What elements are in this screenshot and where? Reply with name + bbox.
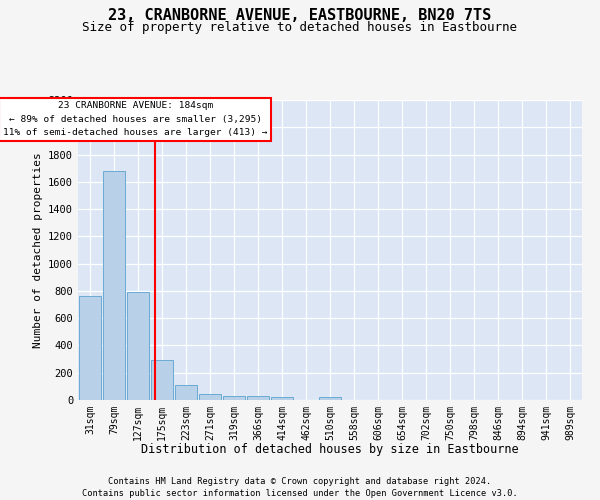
Text: Size of property relative to detached houses in Eastbourne: Size of property relative to detached ho… [83, 22, 517, 35]
Text: 23 CRANBORNE AVENUE: 184sqm
← 89% of detached houses are smaller (3,295)
11% of : 23 CRANBORNE AVENUE: 184sqm ← 89% of det… [3, 102, 268, 137]
Y-axis label: Number of detached properties: Number of detached properties [32, 152, 43, 348]
Bar [151, 360, 173, 400]
Text: Contains public sector information licensed under the Open Government Licence v3: Contains public sector information licen… [82, 489, 518, 498]
Text: 23, CRANBORNE AVENUE, EASTBOURNE, BN20 7TS: 23, CRANBORNE AVENUE, EASTBOURNE, BN20 7… [109, 8, 491, 22]
Bar [127, 292, 149, 400]
Bar [247, 396, 269, 400]
Bar [223, 396, 245, 400]
Text: Distribution of detached houses by size in Eastbourne: Distribution of detached houses by size … [141, 442, 519, 456]
Bar [79, 296, 101, 400]
Text: Contains HM Land Registry data © Crown copyright and database right 2024.: Contains HM Land Registry data © Crown c… [109, 478, 491, 486]
Bar [271, 397, 293, 400]
Bar [103, 171, 125, 400]
Bar [175, 385, 197, 400]
Bar [199, 394, 221, 400]
Bar [319, 398, 341, 400]
